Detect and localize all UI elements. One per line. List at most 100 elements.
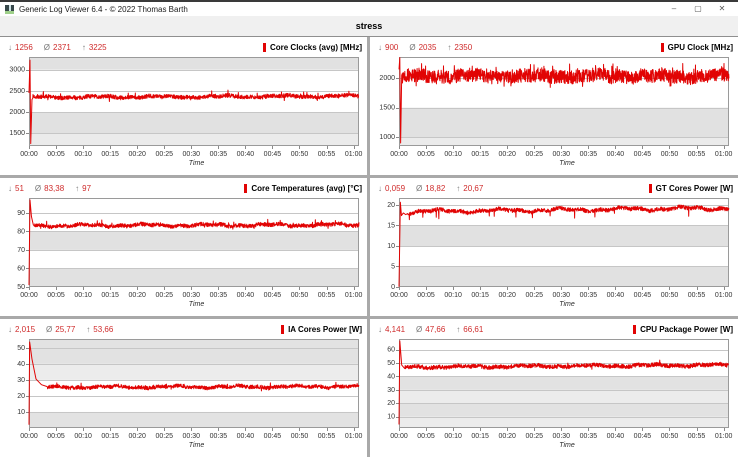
min-icon: ↓ [8,324,12,334]
chart-header: ↓ 51 Ø 83,38 ↑ 97 Core Temperatures (avg) [… [0,181,367,195]
max-icon: ↑ [81,42,86,52]
chart-title-text: IA Cores Power [W] [288,324,362,334]
max-stat: ↑ 97 [75,184,91,193]
max-value: 53,66 [93,324,114,334]
max-icon: ↑ [86,324,91,334]
min-stat: ↓ 4,141 [378,325,405,334]
avg-icon: Ø [43,42,51,52]
avg-value: 2035 [418,42,437,52]
maximize-button[interactable]: ▢ [694,4,702,13]
chart-header: ↓ 900 Ø 2035 ↑ 2350 GPU Clock [MHz] [370,40,738,54]
chart-stats: ↓ 4,141 Ø 47,66 ↑ 66,61 [378,325,494,334]
max-icon: ↑ [75,183,80,193]
window-title: Generic Log Viewer 6.4 - © 2022 Thomas B… [19,4,188,14]
app-icon [5,4,14,14]
max-icon: ↑ [456,324,461,334]
min-stat: ↓ 51 [8,184,24,193]
chart-stats: ↓ 51 Ø 83,38 ↑ 97 [8,184,102,193]
chart-title-marker [648,183,652,193]
chart-title-text: GT Cores Power [W] [655,183,733,193]
max-icon: ↑ [447,42,452,52]
max-icon: ↑ [456,183,461,193]
max-stat: ↑ 53,66 [86,325,113,334]
chart-panel-ia-cores-power: ↓ 2,015 Ø 25,77 ↑ 53,66 IA Cores Power [W] … [0,319,367,457]
min-stat: ↓ 2,015 [8,325,35,334]
min-value: 0,059 [385,183,406,193]
min-value: 4,141 [385,324,406,334]
max-value: 3225 [88,42,107,52]
max-value: 20,67 [463,183,484,193]
chart-title-marker [660,42,664,52]
page-title: stress [355,21,383,31]
chart-panel-core-temperatures: ↓ 51 Ø 83,38 ↑ 97 Core Temperatures (avg) [… [0,178,367,316]
chart-panel-cpu-package-power: ↓ 4,141 Ø 47,66 ↑ 66,61 CPU Package Power [… [370,319,738,457]
chart-title: Core Clocks (avg) [MHz] [262,42,362,52]
window-controls: – ▢ ✕ [662,2,734,16]
gt-cores-power-chart[interactable] [373,196,734,300]
avg-icon: Ø [416,183,423,193]
min-icon: ↓ [378,42,382,52]
ia-cores-power-chart[interactable] [3,337,364,441]
avg-value: 2371 [53,42,71,52]
chart-stats: ↓ 900 Ø 2035 ↑ 2350 [378,43,483,52]
chart-title-text: GPU Clock [MHz] [667,42,733,52]
min-stat: ↓ 900 [378,43,398,52]
time-axis-label: Time [188,301,205,308]
avg-stat: Ø 83,38 [35,184,64,193]
min-value: 51 [15,183,24,193]
header: stress [0,16,738,37]
chart-title: Core Temperatures (avg) [°C] [244,183,362,193]
chart-title: IA Cores Power [W] [281,324,362,334]
avg-icon: Ø [416,324,423,334]
max-stat: ↑ 20,67 [456,184,483,193]
chart-title: CPU Package Power [W] [633,324,733,334]
core-clocks-chart[interactable] [3,55,364,159]
titlebar[interactable]: Generic Log Viewer 6.4 - © 2022 Thomas B… [0,2,738,16]
chart-title-text: Core Temperatures (avg) [°C] [251,183,362,193]
max-stat: ↑ 3225 [82,43,107,52]
chart-header: ↓ 4,141 Ø 47,66 ↑ 66,61 CPU Package Power [… [370,322,738,336]
charts-grid: ↓ 1256 Ø 2371 ↑ 3225 Core Clocks (avg) [MHz… [0,37,738,457]
avg-stat: Ø 18,82 [416,184,445,193]
gpu-clock-chart[interactable] [373,55,734,159]
time-axis-label: Time [559,442,575,449]
minimize-button[interactable]: – [671,4,677,13]
min-icon: ↓ [378,183,382,193]
chart-panel-core-clocks: ↓ 1256 Ø 2371 ↑ 3225 Core Clocks (avg) [MHz… [0,37,367,175]
time-axis-label: Time [559,301,575,308]
avg-icon: Ø [46,324,53,334]
chart-title-marker [281,324,285,334]
chart-header: ↓ 1256 Ø 2371 ↑ 3225 Core Clocks (avg) [MHz… [0,40,367,54]
core-temperatures-chart[interactable] [3,196,364,300]
avg-value: 18,82 [425,183,446,193]
max-value: 97 [82,183,92,193]
chart-title-marker [633,324,637,334]
max-value: 2350 [454,42,473,52]
max-stat: ↑ 66,61 [456,325,483,334]
close-button[interactable]: ✕ [718,4,726,13]
time-axis-label: Time [188,160,205,167]
min-stat: ↓ 1256 [8,43,33,52]
avg-icon: Ø [34,183,42,193]
avg-stat: Ø 47,66 [416,325,445,334]
avg-stat: Ø 2035 [409,43,436,52]
min-icon: ↓ [8,183,12,193]
avg-value: 47,66 [425,324,446,334]
chart-title-marker [262,42,266,52]
time-axis-label: Time [559,160,575,167]
chart-title-text: Core Clocks (avg) [MHz] [269,42,362,52]
max-value: 66,61 [463,324,484,334]
chart-title-text: CPU Package Power [W] [640,324,733,334]
cpu-package-power-chart[interactable] [373,337,734,441]
avg-stat: Ø 2371 [44,43,71,52]
chart-stats: ↓ 2,015 Ø 25,77 ↑ 53,66 [8,325,124,334]
min-value: 1256 [15,42,33,52]
chart-title: GPU Clock [MHz] [660,42,733,52]
time-axis-label: Time [188,442,205,449]
min-icon: ↓ [378,324,382,334]
chart-header: ↓ 2,015 Ø 25,77 ↑ 53,66 IA Cores Power [W] [0,322,367,336]
chart-stats: ↓ 1256 Ø 2371 ↑ 3225 [8,43,118,52]
avg-value: 25,77 [55,324,76,334]
chart-panel-gpu-clock: ↓ 900 Ø 2035 ↑ 2350 GPU Clock [MHz] Time [370,37,738,175]
